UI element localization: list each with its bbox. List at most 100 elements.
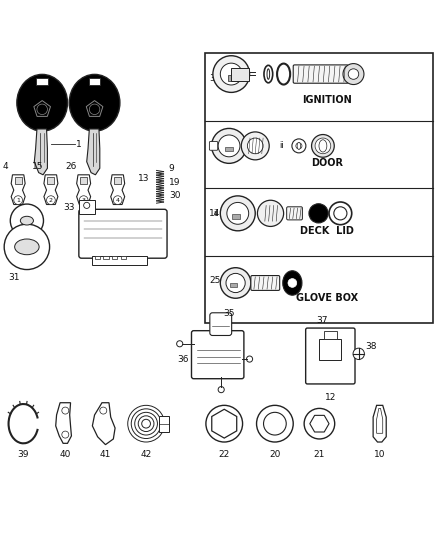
Circle shape bbox=[311, 134, 334, 157]
Ellipse shape bbox=[319, 140, 327, 152]
Text: 1: 1 bbox=[16, 198, 20, 203]
Circle shape bbox=[113, 196, 122, 205]
Text: 4: 4 bbox=[2, 163, 8, 171]
Circle shape bbox=[212, 128, 247, 163]
Text: 26: 26 bbox=[65, 163, 76, 171]
Circle shape bbox=[343, 63, 364, 85]
Text: 41: 41 bbox=[100, 450, 111, 459]
Ellipse shape bbox=[267, 69, 270, 79]
FancyBboxPatch shape bbox=[287, 207, 302, 220]
Text: 31: 31 bbox=[9, 273, 20, 282]
Text: 1: 1 bbox=[76, 140, 81, 149]
Text: 38: 38 bbox=[365, 342, 377, 351]
Text: 3: 3 bbox=[209, 74, 215, 83]
Bar bbox=[319, 338, 341, 360]
Circle shape bbox=[11, 204, 43, 237]
Circle shape bbox=[257, 405, 293, 442]
Circle shape bbox=[62, 407, 69, 414]
Circle shape bbox=[309, 204, 328, 223]
Circle shape bbox=[131, 409, 161, 439]
Circle shape bbox=[213, 56, 250, 92]
Bar bbox=[36, 78, 48, 85]
Circle shape bbox=[218, 386, 224, 393]
Bar bbox=[324, 330, 337, 338]
Text: IGNITION: IGNITION bbox=[302, 95, 352, 105]
Text: GLOVE BOX: GLOVE BOX bbox=[296, 293, 358, 303]
Circle shape bbox=[138, 416, 154, 432]
Circle shape bbox=[241, 132, 269, 160]
Ellipse shape bbox=[17, 75, 67, 131]
Ellipse shape bbox=[69, 75, 120, 131]
Bar bbox=[89, 78, 100, 85]
Text: 15: 15 bbox=[32, 163, 43, 171]
Circle shape bbox=[62, 431, 69, 438]
Circle shape bbox=[334, 207, 347, 220]
Circle shape bbox=[247, 138, 263, 154]
Polygon shape bbox=[92, 403, 115, 445]
Text: 22: 22 bbox=[219, 450, 230, 459]
Text: 4: 4 bbox=[116, 198, 120, 203]
Text: 12: 12 bbox=[325, 393, 336, 402]
Circle shape bbox=[258, 200, 284, 227]
Circle shape bbox=[177, 341, 183, 347]
FancyBboxPatch shape bbox=[191, 330, 244, 379]
Circle shape bbox=[353, 348, 364, 359]
Bar bbox=[231, 68, 249, 80]
Polygon shape bbox=[377, 408, 383, 433]
Circle shape bbox=[329, 202, 352, 225]
Text: ii: ii bbox=[279, 141, 284, 150]
Polygon shape bbox=[56, 403, 71, 443]
Circle shape bbox=[220, 268, 251, 298]
Text: 36: 36 bbox=[177, 354, 189, 364]
Polygon shape bbox=[212, 409, 237, 438]
Circle shape bbox=[142, 419, 150, 428]
Circle shape bbox=[292, 139, 306, 153]
Circle shape bbox=[206, 405, 243, 442]
Circle shape bbox=[348, 69, 359, 79]
Circle shape bbox=[218, 135, 240, 157]
FancyBboxPatch shape bbox=[251, 276, 280, 290]
FancyBboxPatch shape bbox=[210, 313, 232, 335]
Bar bbox=[80, 176, 87, 184]
Bar bbox=[112, 256, 117, 259]
Circle shape bbox=[4, 224, 49, 270]
Circle shape bbox=[288, 279, 297, 287]
Circle shape bbox=[304, 408, 335, 439]
Ellipse shape bbox=[297, 142, 300, 149]
Text: 10: 10 bbox=[374, 450, 385, 459]
Bar bbox=[225, 147, 233, 151]
Text: 13: 13 bbox=[138, 174, 149, 183]
Bar bbox=[159, 416, 169, 432]
Ellipse shape bbox=[277, 63, 290, 85]
Circle shape bbox=[227, 203, 249, 224]
Text: ii: ii bbox=[214, 209, 218, 218]
Text: 33: 33 bbox=[64, 203, 75, 212]
Bar bbox=[95, 256, 100, 259]
Text: 35: 35 bbox=[223, 309, 235, 318]
Text: 2: 2 bbox=[49, 198, 53, 203]
Circle shape bbox=[84, 203, 90, 208]
FancyBboxPatch shape bbox=[293, 65, 348, 83]
Circle shape bbox=[14, 196, 22, 205]
Ellipse shape bbox=[264, 66, 273, 83]
Polygon shape bbox=[111, 175, 125, 205]
Circle shape bbox=[247, 356, 253, 362]
Text: 21: 21 bbox=[314, 450, 325, 459]
Text: 8: 8 bbox=[209, 141, 215, 150]
Polygon shape bbox=[373, 405, 386, 442]
FancyBboxPatch shape bbox=[306, 328, 355, 384]
Bar bbox=[14, 176, 21, 184]
Polygon shape bbox=[87, 129, 100, 175]
Bar bbox=[230, 284, 237, 287]
Circle shape bbox=[220, 63, 242, 85]
Circle shape bbox=[217, 417, 231, 431]
Text: 37: 37 bbox=[316, 316, 327, 325]
Text: 25: 25 bbox=[209, 276, 221, 285]
Circle shape bbox=[79, 196, 88, 205]
FancyBboxPatch shape bbox=[209, 142, 218, 150]
FancyBboxPatch shape bbox=[79, 209, 167, 258]
Circle shape bbox=[46, 196, 55, 205]
Text: 40: 40 bbox=[60, 450, 71, 459]
Text: 30: 30 bbox=[169, 191, 180, 200]
Circle shape bbox=[220, 196, 255, 231]
